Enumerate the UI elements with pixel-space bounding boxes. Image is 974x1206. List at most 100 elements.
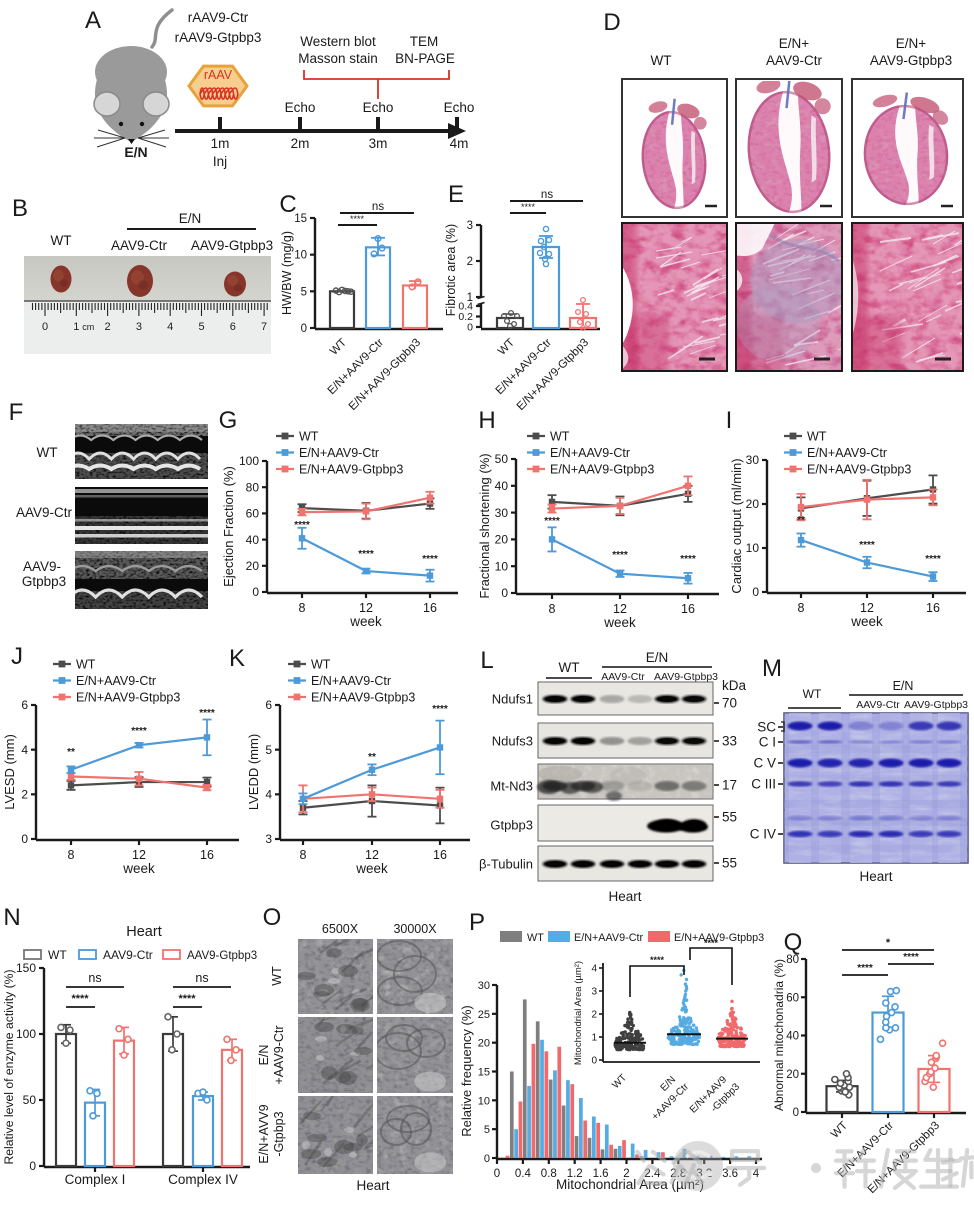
svg-text:4: 4 [265, 788, 272, 802]
svg-text:Fractional shortening (%): Fractional shortening (%) [477, 453, 492, 598]
svg-text:AAV9-Gtpbp3: AAV9-Gtpbp3 [191, 238, 273, 253]
svg-text:**: ** [67, 747, 75, 758]
svg-text:12: 12 [359, 601, 373, 615]
svg-text:WT: WT [51, 233, 72, 248]
svg-text:2: 2 [623, 1168, 629, 1180]
svg-text:****: **** [857, 963, 873, 974]
svg-text:0: 0 [752, 585, 759, 599]
svg-text:20: 20 [478, 1038, 490, 1050]
svg-text:30: 30 [495, 506, 509, 520]
svg-text:Echo: Echo [444, 100, 475, 115]
svg-text:M: M [762, 655, 782, 682]
svg-text:1m: 1m [211, 136, 230, 151]
svg-text:Fibrotic area (%): Fibrotic area (%) [444, 224, 458, 316]
svg-text:Gtpbp3: Gtpbp3 [22, 574, 66, 589]
svg-text:8: 8 [300, 848, 307, 862]
svg-text:80: 80 [786, 954, 799, 966]
svg-text:I: I [726, 407, 733, 434]
svg-text:WT: WT [299, 430, 319, 444]
svg-text:Complex IV: Complex IV [168, 1172, 238, 1187]
svg-text:****: **** [544, 516, 560, 527]
svg-text:WT: WT [651, 53, 672, 68]
svg-text:WT: WT [328, 337, 349, 358]
svg-text:WT: WT [37, 445, 58, 460]
svg-text:12: 12 [365, 848, 379, 862]
svg-text:Heart: Heart [608, 889, 641, 904]
svg-text:AAV9-Gtpbp3: AAV9-Gtpbp3 [904, 699, 968, 711]
svg-text:E/N+AAV9-Gtpbp3: E/N+AAV9-Gtpbp3 [807, 463, 911, 477]
svg-text:+AAV9-Ctr: +AAV9-Ctr [272, 1025, 286, 1084]
svg-text:E/N+: E/N+ [896, 36, 927, 51]
svg-text:WT: WT [76, 658, 96, 672]
svg-text:10: 10 [746, 541, 760, 555]
svg-text:WT: WT [311, 658, 331, 672]
svg-text:2: 2 [467, 256, 473, 268]
svg-text:rAAV9-Ctr: rAAV9-Ctr [188, 10, 249, 25]
svg-text:ns: ns [88, 971, 101, 985]
svg-text:A: A [85, 7, 101, 34]
svg-text:B: B [12, 195, 28, 222]
svg-text:50: 50 [23, 1093, 37, 1107]
svg-text:Heart: Heart [356, 1178, 389, 1193]
svg-text:55: 55 [722, 856, 737, 871]
svg-text:****: **** [903, 952, 919, 963]
svg-text:WT: WT [829, 1120, 850, 1141]
svg-text:70: 70 [722, 696, 737, 711]
svg-text:****: **** [521, 202, 536, 212]
svg-text:WT: WT [803, 687, 822, 701]
svg-text:30000X: 30000X [393, 922, 437, 936]
svg-text:****: **** [612, 550, 628, 561]
svg-text:5: 5 [265, 743, 272, 757]
svg-text:E/N+AAV9-Ctr: E/N+AAV9-Ctr [76, 674, 156, 688]
svg-text:O: O [263, 904, 282, 931]
svg-text:Mt-Nd3: Mt-Nd3 [490, 779, 533, 794]
svg-text:Mitochondrial Area (µm²): Mitochondrial Area (µm²) [573, 961, 584, 1065]
svg-text:E/N+AAV9-Ctr: E/N+AAV9-Ctr [550, 446, 630, 460]
svg-text:6: 6 [265, 698, 272, 712]
svg-text:12: 12 [132, 848, 146, 862]
svg-text:2: 2 [591, 1010, 597, 1021]
svg-text:C III: C III [751, 777, 776, 792]
svg-text:40: 40 [246, 533, 260, 547]
svg-text:E/N+AAV9-Ctr: E/N+AAV9-Ctr [807, 446, 887, 460]
svg-text:C: C [279, 191, 296, 218]
svg-text:E: E [448, 181, 464, 208]
svg-text:WT: WT [48, 948, 67, 962]
svg-text:E/N: E/N [646, 650, 669, 665]
svg-text:8: 8 [549, 602, 556, 616]
svg-text:16: 16 [433, 848, 447, 862]
svg-text:15: 15 [294, 213, 307, 225]
svg-text:Heart: Heart [859, 869, 892, 884]
svg-text:80: 80 [246, 480, 260, 494]
svg-text:150: 150 [16, 961, 36, 975]
svg-text:AAV9-Ctr: AAV9-Ctr [856, 699, 900, 711]
svg-text:0: 0 [252, 585, 259, 599]
svg-text:2m: 2m [291, 136, 310, 151]
svg-text:L: L [480, 647, 493, 674]
svg-text:0.8: 0.8 [541, 1168, 557, 1180]
svg-text:4m: 4m [450, 136, 469, 151]
svg-text:****: **** [422, 554, 438, 565]
svg-text:E/N+AVV9: E/N+AVV9 [257, 1104, 271, 1163]
svg-text:Masson stain: Masson stain [298, 51, 378, 66]
svg-text:week: week [355, 861, 388, 876]
svg-text:10: 10 [478, 1095, 490, 1107]
svg-text:Abnormal mitochonadria (%): Abnormal mitochonadria (%) [772, 959, 786, 1111]
svg-text:E/N+AAV9-Gtpbp3: E/N+AAV9-Gtpbp3 [76, 691, 180, 705]
svg-text:BN-PAGE: BN-PAGE [395, 51, 455, 66]
svg-text:40: 40 [786, 1031, 799, 1043]
svg-text:C I: C I [759, 735, 776, 750]
svg-text:16: 16 [926, 601, 940, 615]
svg-text:WT: WT [559, 660, 580, 675]
svg-text:0: 0 [484, 1153, 490, 1165]
svg-text:N: N [3, 904, 20, 931]
svg-text:E/N+AAV9-Ctr: E/N+AAV9-Ctr [299, 446, 379, 460]
svg-text:Relative level of enzyme activ: Relative level of enzyme activity (%) [2, 969, 16, 1164]
svg-text:SC: SC [757, 720, 776, 735]
svg-text:E/N: E/N [257, 1045, 271, 1066]
svg-text:17: 17 [722, 778, 737, 793]
svg-text:Heart: Heart [126, 924, 161, 940]
svg-text:WT: WT [527, 932, 544, 944]
svg-text:30: 30 [746, 453, 760, 467]
svg-text:15: 15 [478, 1067, 490, 1079]
